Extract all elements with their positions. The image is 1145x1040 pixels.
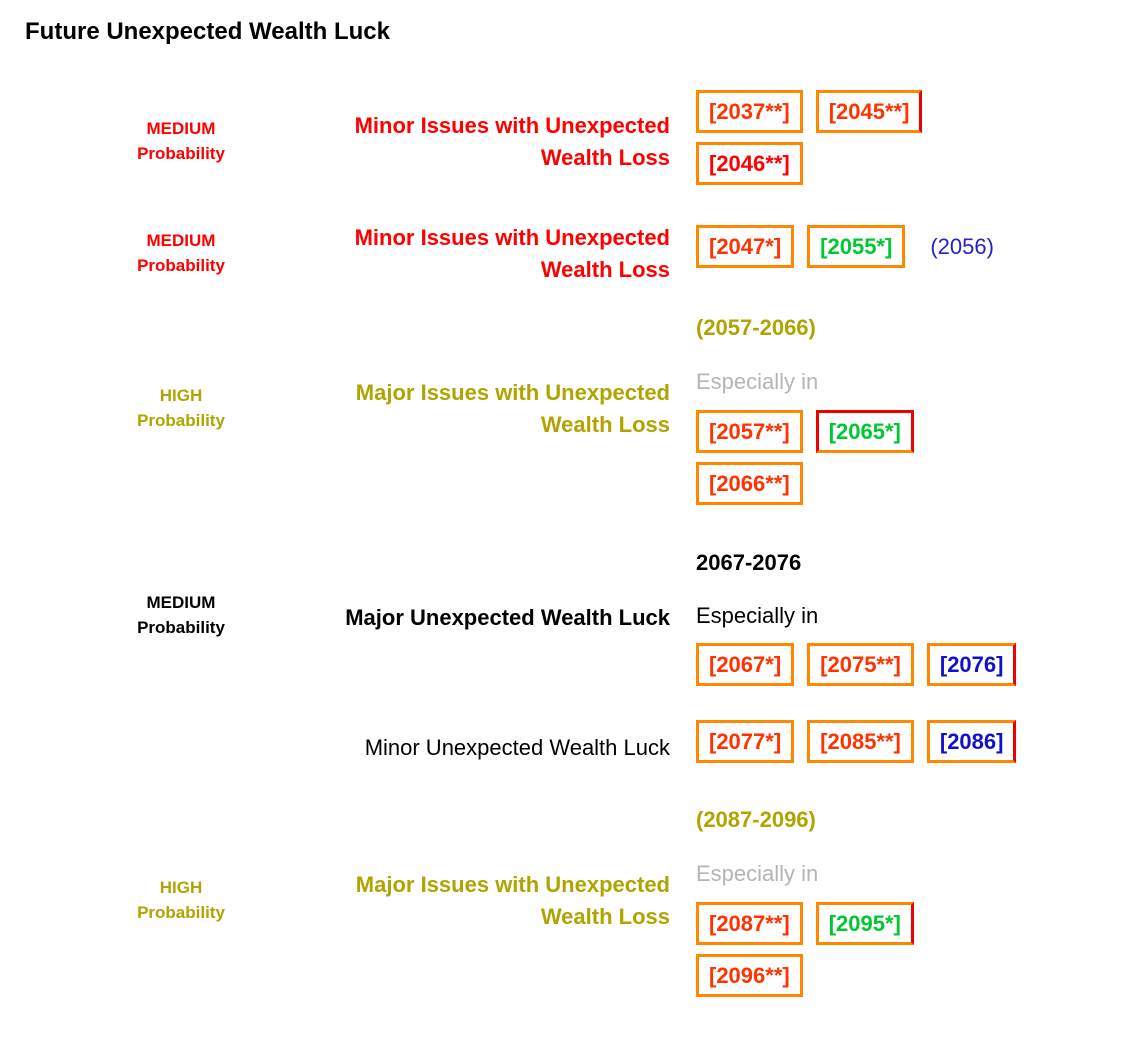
section-description: Minor Issues with Unexpected Wealth Loss: [270, 222, 670, 286]
probability-line: Probability: [137, 144, 225, 163]
probability-line: MEDIUM: [146, 593, 216, 612]
description-line: Wealth Loss: [540, 412, 670, 437]
probability-line: Probability: [137, 256, 225, 275]
year-range-label: (2057-2066): [696, 315, 816, 340]
year-badge: [2037**]: [696, 90, 803, 133]
year-badge-row: [2047*] [2055*] (2056): [696, 225, 1141, 268]
year-badge: (2056): [928, 225, 996, 268]
year-badge: [2057**]: [696, 410, 803, 453]
page-title: Future Unexpected Wealth Luck: [25, 18, 390, 45]
description-line: Minor Issues with Unexpected: [354, 113, 670, 138]
description-line: Minor Unexpected Wealth Luck: [364, 735, 670, 760]
probability-line: MEDIUM: [146, 119, 216, 138]
probability-line: Probability: [137, 618, 225, 637]
probability-line: Probability: [137, 411, 225, 430]
year-badge-row: [2057**] [2065*]: [696, 410, 1141, 453]
description-line: Wealth Loss: [540, 145, 670, 170]
year-badges: [2037**] [2045**] [2046**]: [696, 90, 1141, 194]
year-badge: [2065*]: [815, 410, 914, 453]
year-badge: [2047*]: [696, 225, 795, 268]
year-badge-row: [2096**]: [696, 954, 1141, 997]
section-description: Minor Issues with Unexpected Wealth Loss: [270, 110, 670, 174]
year-badge: [2066**]: [696, 462, 803, 505]
probability-label: MEDIUM Probability: [101, 116, 261, 166]
probability-line: HIGH: [159, 878, 203, 897]
description-line: Wealth Loss: [540, 904, 670, 929]
year-badge-row: [2087**] [2095*]: [696, 902, 1141, 945]
year-badge: [2045**]: [815, 90, 923, 133]
probability-label: MEDIUM Probability: [101, 590, 261, 640]
year-badges: [2067*] [2075**] [2076]: [696, 643, 1141, 695]
year-badge-row: [2046**]: [696, 142, 1141, 185]
year-badge: [2076]: [926, 643, 1017, 686]
probability-line: HIGH: [159, 386, 203, 405]
probability-label: HIGH Probability: [101, 875, 261, 925]
section-description: Major Unexpected Wealth Luck: [270, 602, 670, 634]
year-badges: [2057**] [2065*] [2066**]: [696, 410, 1141, 514]
year-badge: [2067*]: [696, 643, 795, 686]
section-description: Major Issues with Unexpected Wealth Loss: [270, 377, 670, 441]
probability-label: MEDIUM Probability: [101, 228, 261, 278]
section-description: Major Issues with Unexpected Wealth Loss: [270, 869, 670, 933]
section-description: Minor Unexpected Wealth Luck: [270, 732, 670, 764]
year-badge: [2075**]: [807, 643, 914, 686]
year-badges: [2087**] [2095*] [2096**]: [696, 902, 1141, 1006]
probability-label: HIGH Probability: [101, 383, 261, 433]
description-line: Minor Issues with Unexpected: [354, 225, 670, 250]
year-badge: [2055*]: [807, 225, 906, 268]
year-badge: [2096**]: [696, 954, 803, 997]
year-badges: [2077*] [2085**] [2086]: [696, 720, 1141, 772]
year-badge: [2085**]: [807, 720, 914, 763]
year-badge: [2077*]: [696, 720, 795, 763]
year-badge: [2046**]: [696, 142, 803, 185]
especially-in-label: Especially in: [696, 369, 819, 394]
year-badge-row: [2066**]: [696, 462, 1141, 505]
description-line: Wealth Loss: [540, 257, 670, 282]
year-badge-row: [2067*] [2075**] [2076]: [696, 643, 1141, 686]
year-range-label: (2087-2096): [696, 807, 816, 832]
especially-in-label: Especially in: [696, 861, 819, 886]
probability-line: MEDIUM: [146, 231, 216, 250]
year-range-label: 2067-2076: [696, 550, 802, 575]
description-line: Major Unexpected Wealth Luck: [345, 605, 670, 630]
year-badges: [2047*] [2055*] (2056): [696, 225, 1141, 277]
description-line: Major Issues with Unexpected: [355, 872, 670, 897]
description-line: Major Issues with Unexpected: [355, 380, 670, 405]
year-badge-row: [2037**] [2045**]: [696, 90, 1141, 133]
year-badge: [2086]: [926, 720, 1017, 763]
probability-line: Probability: [137, 903, 225, 922]
year-badge: [2095*]: [815, 902, 914, 945]
year-badge-row: [2077*] [2085**] [2086]: [696, 720, 1141, 763]
especially-in-label: Especially in: [696, 603, 819, 628]
year-badge: [2087**]: [696, 902, 803, 945]
